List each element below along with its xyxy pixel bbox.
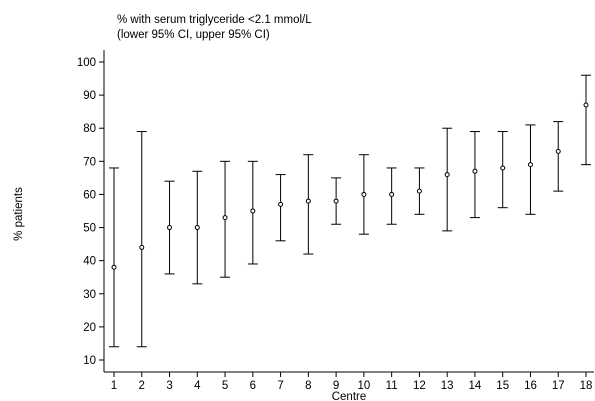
error-bars	[109, 74, 591, 348]
x-tick-label: 7	[277, 380, 283, 392]
x-tick-label: 15	[496, 380, 509, 392]
x-tick-label: 2	[139, 380, 145, 392]
data-point	[222, 215, 228, 221]
data-point	[361, 191, 367, 197]
y-tick-label: 60	[83, 189, 96, 201]
data-point	[305, 198, 311, 204]
data-point	[416, 188, 422, 194]
error-bar	[109, 167, 119, 348]
y-tick-label: 100	[77, 57, 96, 69]
error-bar	[553, 121, 564, 192]
x-tick-label: 6	[250, 380, 256, 392]
y-tick-label: 80	[83, 123, 96, 135]
x-tick-label: 18	[580, 380, 593, 392]
x-tick-label: 17	[552, 380, 565, 392]
data-point	[278, 201, 284, 207]
y-tick-label: 20	[83, 322, 96, 334]
y-tick-label: 30	[83, 289, 96, 301]
x-tick-label: 10	[357, 380, 370, 392]
y-axis-ticks: 10 20 30 40 50 60 70 80 90 100	[77, 57, 104, 367]
data-point	[555, 148, 561, 154]
y-tick-label: 70	[83, 156, 96, 168]
error-bar	[442, 127, 453, 232]
x-tick-label: 11	[386, 380, 398, 392]
data-point	[194, 225, 200, 231]
data-point	[333, 198, 339, 204]
chart-subtitle: (lower 95% CI, upper 95% CI)	[117, 29, 270, 41]
y-axis-label: % patients	[13, 187, 25, 241]
x-tick-label: 13	[441, 380, 454, 392]
x-tick-label: 9	[333, 380, 339, 392]
x-tick-label: 16	[524, 380, 537, 392]
data-point	[250, 208, 256, 214]
error-bar	[303, 154, 314, 255]
data-point	[527, 162, 533, 168]
chart-title: % with serum triglyceride <2.1 mmol/L	[117, 14, 312, 26]
data-point	[444, 172, 450, 178]
error-bar	[525, 124, 536, 215]
error-bar	[469, 131, 480, 219]
x-tick-label: 12	[413, 380, 426, 392]
error-bar	[581, 74, 591, 166]
x-tick-label: 4	[194, 380, 201, 392]
data-point	[111, 264, 117, 270]
data-point	[472, 168, 478, 174]
error-bar	[275, 174, 286, 242]
x-axis-label: Centre	[332, 391, 367, 401]
data-points	[111, 102, 589, 270]
data-point	[139, 244, 145, 250]
x-tick-label: 3	[166, 380, 172, 392]
y-tick-label: 40	[83, 256, 96, 268]
error-bar	[136, 131, 147, 348]
x-tick-label: 8	[305, 380, 311, 392]
x-tick-label: 14	[469, 380, 482, 392]
data-point	[500, 165, 506, 171]
y-tick-label: 90	[83, 90, 96, 102]
y-tick-label: 50	[83, 223, 96, 235]
data-point	[389, 191, 395, 197]
data-point	[583, 102, 589, 108]
y-tick-label: 10	[83, 355, 96, 367]
x-tick-label: 5	[222, 380, 228, 392]
x-axis-ticks: 1 2 3 4 5 6 7 8 9 10 11 12 13 14 15 16 17 18	[111, 372, 593, 392]
data-point	[167, 225, 173, 231]
x-tick-label: 1	[111, 380, 117, 392]
